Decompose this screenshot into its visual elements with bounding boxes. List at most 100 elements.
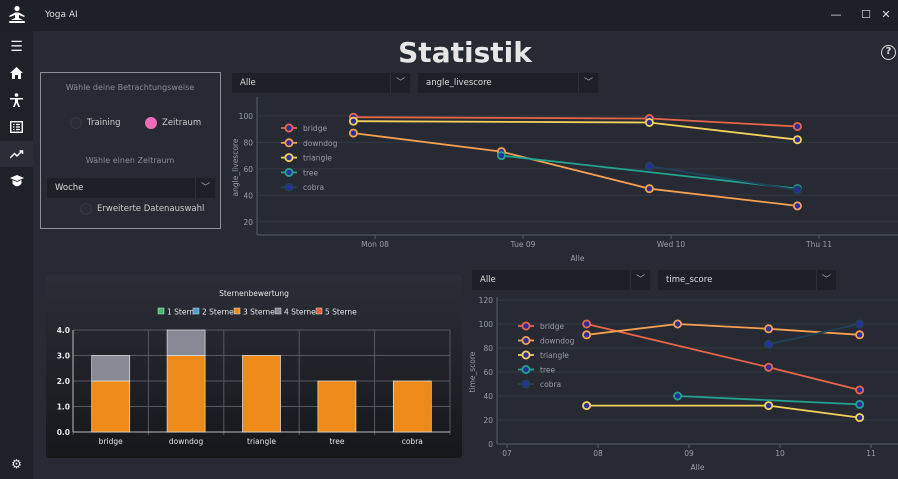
legend-swatch	[192, 307, 200, 315]
maximize-button[interactable]: ☐	[861, 8, 871, 21]
menu-icon[interactable]: ☰	[10, 39, 23, 55]
data-point-triangle	[644, 117, 654, 127]
legend-marker-bridge	[521, 321, 531, 331]
star-rating-chart: Sternenbewertung 1 Stern 2 Sterne 3 Sterne 4…	[57, 289, 451, 446]
x-tick-label: downdog	[169, 437, 204, 446]
y-tick-label: 40	[243, 191, 253, 200]
top-metric-select[interactable]: angle_livescore ﹀	[418, 73, 598, 93]
close-button[interactable]: ✕	[881, 8, 891, 21]
x-tick-label: Thu 11	[805, 240, 832, 249]
data-point-triangle	[582, 401, 592, 411]
series-line-triangle	[586, 404, 860, 419]
x-tick-label: tree	[329, 437, 344, 446]
y-tick-label: 0.0	[57, 428, 70, 437]
legend-label-cobra: cobra	[540, 380, 561, 389]
chevron-down-icon: ﹀	[390, 73, 410, 93]
legend-label: 2 Sterne	[202, 308, 234, 317]
y-axis-label: angle_livescore	[231, 138, 240, 196]
bottom-pose-select[interactable]: Alle ﹀	[472, 270, 650, 290]
x-axis-label: Alle	[571, 254, 585, 263]
page-title: Statistik	[398, 36, 532, 69]
data-point-triangle	[764, 401, 774, 411]
y-tick-label: 20	[483, 416, 493, 425]
series-line-cobra	[649, 165, 798, 191]
legend-label-tree: tree	[303, 168, 318, 177]
x-tick-label: cobra	[402, 437, 423, 446]
y-tick-label: 1.0	[57, 403, 70, 412]
legend-label-triangle: triangle	[540, 351, 569, 360]
legend-marker-tree	[521, 365, 531, 375]
top-pose-value: Alle	[240, 78, 256, 88]
data-point-downdog	[582, 330, 592, 340]
legend-swatch	[157, 307, 165, 315]
bar-tree-3-sterne	[317, 380, 357, 433]
legend-label: 4 Sterne	[284, 308, 316, 317]
period-label: Wähle einen Zeitraum	[85, 156, 175, 165]
legend-label-triangle: triangle	[303, 154, 332, 163]
yoga-pose-icon[interactable]	[0, 87, 33, 113]
series-line-triangle	[353, 120, 798, 141]
radio-zeitraum-dot[interactable]	[145, 117, 157, 129]
bottom-metric-value: time_score	[666, 275, 713, 285]
bar-downdog-4-sterne	[166, 329, 206, 356]
help-icon[interactable]: ?	[881, 45, 896, 60]
x-tick-label: Mon 08	[361, 240, 389, 249]
legend-marker-triangle	[521, 350, 531, 360]
trending-icon[interactable]	[0, 141, 33, 167]
y-tick-label: 80	[483, 344, 493, 353]
data-point-bridge	[764, 362, 774, 372]
y-tick-label: 60	[243, 165, 253, 174]
chevron-down-icon: ﹀	[816, 270, 836, 290]
data-point-triangle	[348, 116, 358, 126]
title-bar: Yoga AI — ☐ ✕	[0, 0, 898, 31]
radio-zeitraum[interactable]: Zeitraum	[145, 117, 201, 129]
x-tick-label: triangle	[247, 437, 276, 446]
period-select[interactable]: Woche ﹀	[47, 178, 215, 198]
top-metric-value: angle_livescore	[426, 78, 492, 88]
list-icon[interactable]	[0, 114, 33, 140]
minimize-button[interactable]: —	[830, 8, 842, 21]
data-point-downdog	[764, 324, 774, 334]
data-point-downdog	[792, 201, 802, 211]
data-point-bridge	[855, 385, 865, 395]
x-tick-label: Tue 09	[510, 240, 536, 249]
radio-training-label: Training	[87, 118, 121, 128]
bar-bridge-3-sterne	[91, 380, 131, 433]
data-point-cobra	[764, 339, 774, 349]
y-tick-label: 100	[479, 320, 494, 329]
bar-triangle-3-sterne	[242, 355, 281, 433]
graduation-cap-icon[interactable]	[0, 168, 33, 194]
legend-marker-downdog	[284, 138, 294, 148]
app-title: Yoga AI	[45, 10, 78, 20]
settings-icon[interactable]: ⚙	[11, 457, 22, 471]
radio-training-dot[interactable]	[70, 117, 82, 129]
legend-marker-bridge	[284, 123, 294, 133]
legend-marker-tree	[284, 167, 294, 177]
legend-label-bridge: bridge	[303, 124, 327, 133]
radio-training[interactable]: Training	[70, 117, 121, 129]
bar-cobra-3-sterne	[392, 380, 432, 433]
advanced-data-toggle[interactable]: Erweiterte Datenauswahl	[80, 203, 204, 215]
bottom-metric-select[interactable]: time_score ﹀	[658, 270, 836, 290]
bar-downdog-3-sterne	[166, 355, 206, 433]
y-tick-label: 40	[483, 392, 493, 401]
series-line-downdog	[586, 323, 860, 336]
legend-label: 1 Stern	[167, 308, 194, 317]
legend-label-cobra: cobra	[303, 183, 324, 192]
advanced-data-label: Erweiterte Datenauswahl	[97, 204, 205, 214]
home-icon[interactable]	[0, 60, 33, 86]
x-axis-label: Alle	[691, 463, 705, 470]
y-tick-label: 2.0	[57, 377, 70, 386]
top-pose-select[interactable]: Alle ﹀	[232, 73, 410, 93]
data-point-tree	[673, 391, 683, 401]
legend-marker-triangle	[284, 153, 294, 163]
sidebar: ☰ ⚙	[0, 31, 33, 479]
y-tick-label: 80	[243, 138, 253, 147]
period-select-value: Woche	[55, 183, 84, 193]
time-score-chart: 0 20 40 60 80 100 120 07 08 09 10 11 Alle time_score b…	[468, 296, 898, 470]
bottom-pose-value: Alle	[480, 275, 496, 285]
data-point-triangle	[792, 135, 802, 145]
y-tick-label: 120	[479, 296, 494, 305]
legend-label: 3 Sterne	[243, 308, 275, 317]
advanced-data-dot[interactable]	[80, 203, 92, 215]
